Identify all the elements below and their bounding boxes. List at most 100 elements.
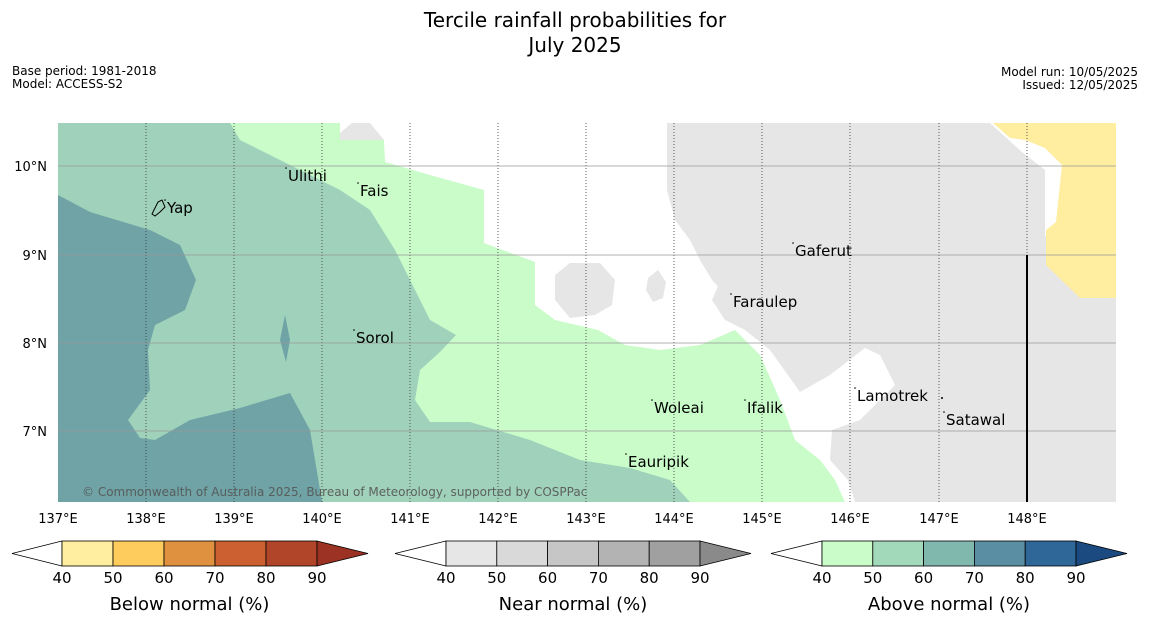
colorbar-segment: [974, 540, 1026, 567]
colorbar-segment: [648, 540, 701, 567]
colorbar-tick-label: 70: [205, 569, 224, 587]
title-line-2: July 2025: [528, 33, 622, 57]
lat-tick-label: 9°N: [23, 249, 48, 264]
colorbar-segment: [61, 540, 114, 567]
colorbar-label: Near normal (%): [499, 594, 648, 615]
colorbar-segment: [1024, 540, 1077, 567]
colorbar-extend-high: [1075, 540, 1128, 567]
lon-tick-label: 147°E: [919, 512, 959, 527]
place-label: Faraulep: [733, 293, 797, 311]
colorbar-segment: [445, 540, 498, 567]
place-marker: [943, 411, 945, 413]
place-marker: [792, 242, 794, 244]
colorbar-extend-low: [394, 540, 447, 567]
base-period-text: Base period: 1981-2018: [12, 64, 157, 78]
colorbar-label: Below normal (%): [110, 594, 270, 615]
near-normal-island-3: [340, 123, 384, 140]
model-text: Model: ACCESS-S2: [12, 77, 124, 91]
lon-tick-label: 141°E: [390, 512, 430, 527]
below-40-50-region: [993, 123, 1116, 298]
colorbar-segment: [265, 540, 318, 567]
colorbar-tick-label: 60: [914, 569, 933, 587]
place-marker: [744, 399, 746, 401]
colorbar-extend-low: [770, 540, 823, 567]
place-marker: [164, 199, 166, 201]
meta-right: Model run: 10/05/2025 Issued: 12/05/2025: [1001, 66, 1138, 92]
colorbar-tick-label: 90: [307, 569, 326, 587]
place-marker: [854, 387, 856, 389]
lat-tick-label: 8°N: [23, 337, 48, 352]
place-label: Lamotrek: [857, 387, 928, 405]
place-labels: Ulithi Fais Yap Gaferut Faraulep Sorol Woleai I…: [164, 167, 1005, 471]
colorbar-tick-label: 50: [863, 569, 882, 587]
colorbar-extend-high: [699, 540, 752, 567]
lon-tick-label: 145°E: [742, 512, 782, 527]
colorbar-tick-label: 80: [1016, 569, 1035, 587]
colorbar-tick-label: 70: [965, 569, 984, 587]
chart-title: Tercile rainfall probabilities for July …: [0, 8, 1150, 58]
colorbar-tick-label: 60: [538, 569, 557, 587]
colorbar-label: Above normal (%): [868, 594, 1030, 615]
lon-tick-label: 137°E: [38, 512, 78, 527]
place-label: Satawal: [946, 411, 1005, 429]
place-label: Gaferut: [795, 242, 852, 260]
colorbar-tick-label: 40: [436, 569, 455, 587]
place-marker: [285, 167, 287, 169]
colorbar-tick-label: 40: [52, 569, 71, 587]
lon-tick-label: 146°E: [830, 512, 870, 527]
model-run-text: Model run: 10/05/2025: [1000, 65, 1138, 79]
place-label: Ulithi: [288, 167, 327, 185]
map-grid: [58, 123, 1116, 502]
above-60-70-patch: [280, 315, 290, 362]
place-marker: [353, 329, 355, 331]
colorbar-segment: [163, 540, 216, 567]
near-normal-island-1: [555, 263, 615, 318]
place-marker: [651, 399, 653, 401]
lon-tick-label: 144°E: [654, 512, 694, 527]
meta-left: Base period: 1981-2018 Model: ACCESS-S2: [12, 65, 157, 91]
lon-tick-label: 139°E: [214, 512, 254, 527]
lon-tick-label: 148°E: [1007, 512, 1047, 527]
colorbar-extend-low: [11, 540, 63, 567]
colorbars: 40 50 60 70 80 90 Below normal (%) 40 50 60 70 80 90…: [11, 540, 1128, 615]
place-label: Yap: [166, 199, 193, 217]
place-label: Sorol: [356, 329, 394, 347]
colorbar-tick-label: 80: [640, 569, 659, 587]
axis-labels: 137°E 138°E 139°E 140°E 141°E 142°E 143°E 144°E…: [14, 160, 1047, 527]
colorbar-tick-label: 90: [690, 569, 709, 587]
colorbar-segment: [496, 540, 548, 567]
colorbar-tick-label: 60: [154, 569, 173, 587]
issued-text: Issued: 12/05/2025: [1022, 78, 1138, 92]
colorbar-extend-high: [316, 540, 369, 567]
colorbar-tick-label: 50: [487, 569, 506, 587]
colorbar-tick-label: 90: [1066, 569, 1085, 587]
map-fields: [58, 123, 1116, 502]
title-line-1: Tercile rainfall probabilities for: [423, 8, 727, 32]
lon-tick-label: 143°E: [566, 512, 606, 527]
copyright-text: © Commonwealth of Australia 2025, Bureau…: [82, 485, 587, 499]
colorbar-segment: [821, 540, 874, 567]
colorbar: 40 50 60 70 80 90 Near normal (%): [394, 540, 752, 615]
place-label: Woleai: [654, 399, 704, 417]
colorbar-tick-label: 50: [103, 569, 122, 587]
colorbar-tick-label: 80: [256, 569, 275, 587]
above-50-60-region: [58, 123, 690, 502]
lon-tick-label: 138°E: [126, 512, 166, 527]
above-60-70-region: [58, 195, 322, 502]
place-marker: [625, 453, 627, 455]
place-label: Fais: [360, 182, 389, 200]
colorbar-tick-label: 70: [589, 569, 608, 587]
place-marker: [357, 182, 359, 184]
colorbar: 40 50 60 70 80 90 Above normal (%): [770, 540, 1128, 615]
yap-coastline: [151, 199, 166, 217]
lat-tick-label: 7°N: [23, 425, 48, 440]
lon-tick-label: 140°E: [302, 512, 342, 527]
colorbar-segment: [547, 540, 599, 567]
near-normal-region: [667, 123, 1116, 502]
colorbar-segment: [598, 540, 650, 567]
colorbar-segment: [112, 540, 165, 567]
colorbar-segment: [872, 540, 924, 567]
colorbar: 40 50 60 70 80 90 Below normal (%): [11, 540, 369, 615]
lon-tick-label: 142°E: [478, 512, 518, 527]
